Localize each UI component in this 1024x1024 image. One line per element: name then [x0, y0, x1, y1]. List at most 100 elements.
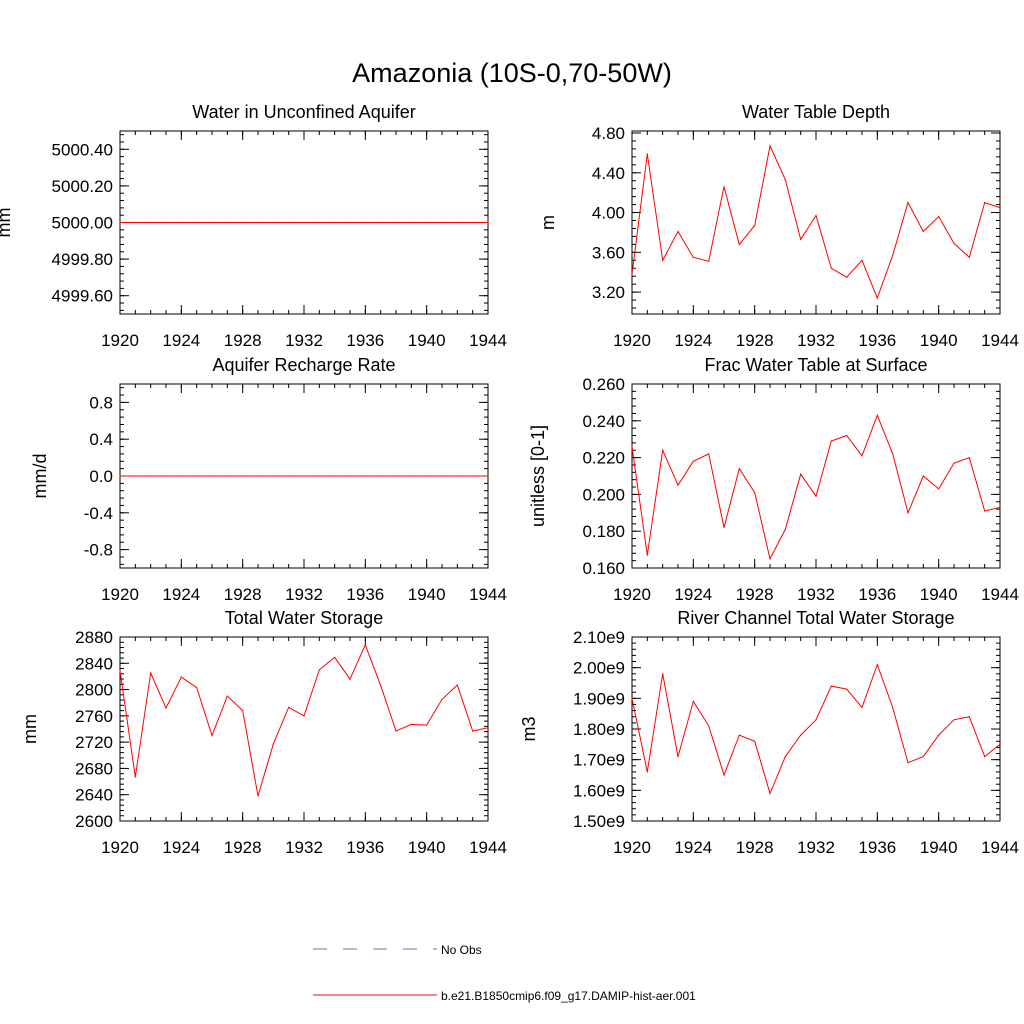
data-point [410, 723, 412, 726]
panel-6: 1920 1924 1928 1932 1936 1940 1944 1.50e9 1.60e9… [519, 608, 1019, 857]
data-point [922, 756, 924, 758]
data-point [769, 558, 771, 560]
data-point [631, 273, 633, 275]
data-point [196, 221, 198, 224]
legend-label-model-run: b.e21.B1850cmip6.f09_g17.DAMIP-hist-aer.… [441, 989, 696, 1003]
data-point [472, 730, 474, 732]
y-tick-label: 1.90e9 [573, 689, 625, 708]
x-tick-label: 1924 [162, 838, 200, 857]
x-tick-label: 1944 [469, 331, 507, 350]
x-tick-label: 1928 [224, 838, 262, 857]
x-tick-label: 1920 [101, 838, 139, 857]
data-point [708, 725, 710, 727]
data-point [441, 221, 443, 224]
data-point [723, 774, 725, 776]
panel-title: Water in Unconfined Aquifer [192, 102, 415, 122]
data-point [892, 706, 894, 709]
x-tick-label: 1940 [408, 838, 446, 857]
data-point [119, 221, 121, 224]
data-point [242, 710, 244, 712]
data-point [426, 724, 428, 726]
y-tick-label: 2640 [75, 786, 113, 805]
y-tick-label: 4999.60 [52, 287, 113, 306]
y-tick-label: 1.80e9 [573, 720, 625, 739]
panel-title: Aquifer Recharge Rate [212, 355, 395, 375]
data-point [395, 221, 397, 224]
panel-2: 1920 1924 1928 1932 1936 1940 1944 3.20 3.60 4.00… [538, 102, 1019, 350]
x-tick-label: 1924 [162, 331, 200, 350]
data-point [426, 475, 428, 477]
data-point [180, 475, 182, 477]
data-point [211, 475, 213, 477]
y-tick-label: 2840 [75, 654, 113, 673]
y-tick-label: 3.60 [592, 243, 625, 262]
data-point [303, 715, 305, 717]
x-tick-label: 1936 [346, 838, 384, 857]
x-tick-label: 1944 [469, 585, 507, 604]
x-tick-label: 1924 [674, 838, 712, 857]
y-axis-label: m [538, 215, 558, 230]
data-point [226, 695, 228, 697]
data-point [922, 230, 924, 233]
panel-1: 1920 1924 1928 1932 1936 1940 1944 4999.60 4999.… [0, 102, 507, 350]
data-point [646, 771, 648, 773]
data-point [410, 475, 412, 477]
data-point [211, 221, 213, 224]
data-point [242, 221, 244, 224]
data-point [349, 221, 351, 224]
data-point [876, 414, 878, 416]
data-point [984, 756, 986, 758]
data-point [472, 475, 474, 477]
y-axis-label: mm [20, 714, 40, 744]
data-point [876, 297, 878, 299]
data-point [441, 475, 443, 477]
data-point [800, 238, 802, 240]
x-tick-label: 1932 [285, 585, 323, 604]
y-tick-label: 0.0 [89, 467, 113, 486]
data-point [677, 484, 679, 486]
data-point [441, 698, 443, 701]
data-point [288, 706, 290, 708]
data-point [938, 488, 940, 490]
y-tick-label: 4.00 [592, 204, 625, 223]
x-tick-label: 1920 [101, 331, 139, 350]
panel-3: 1920 1924 1928 1932 1936 1940 1944 -0.8 -0.4 0.0 0… [30, 355, 507, 604]
data-point [242, 475, 244, 477]
y-axis-label: m3 [519, 716, 539, 741]
data-point [631, 446, 633, 448]
y-tick-label: -0.4 [84, 504, 113, 523]
data-point [861, 455, 863, 457]
data-point [119, 475, 121, 477]
data-point [708, 260, 710, 262]
x-tick-label: 1924 [162, 585, 200, 604]
x-tick-label: 1944 [469, 838, 507, 857]
data-point [892, 254, 894, 256]
data-point [303, 221, 305, 224]
legend-label-no-obs: No Obs [441, 943, 482, 957]
data-point [754, 740, 756, 742]
y-tick-label: 0.8 [89, 393, 113, 412]
data-point [303, 475, 305, 477]
legend-item-no-obs: No Obs [313, 943, 482, 957]
data-point [165, 221, 167, 224]
x-tick-label: 1928 [736, 838, 774, 857]
data-point [134, 776, 136, 778]
x-tick-label: 1944 [981, 331, 1019, 350]
data-point [938, 734, 940, 736]
data-point [288, 475, 290, 477]
x-tick-label: 1920 [101, 585, 139, 604]
data-point [999, 743, 1001, 745]
data-point [349, 475, 351, 477]
y-tick-label: 2720 [75, 733, 113, 752]
y-tick-label: 1.50e9 [573, 812, 625, 831]
data-point [487, 221, 489, 224]
x-tick-label: 1940 [920, 585, 958, 604]
y-tick-label: 4.80 [592, 124, 625, 143]
data-point [257, 221, 259, 224]
data-point [984, 510, 986, 512]
data-point [456, 475, 458, 477]
data-point [922, 475, 924, 477]
y-tick-label: 2800 [75, 681, 113, 700]
data-point [723, 186, 725, 188]
y-tick-label: 2.00e9 [573, 659, 625, 678]
